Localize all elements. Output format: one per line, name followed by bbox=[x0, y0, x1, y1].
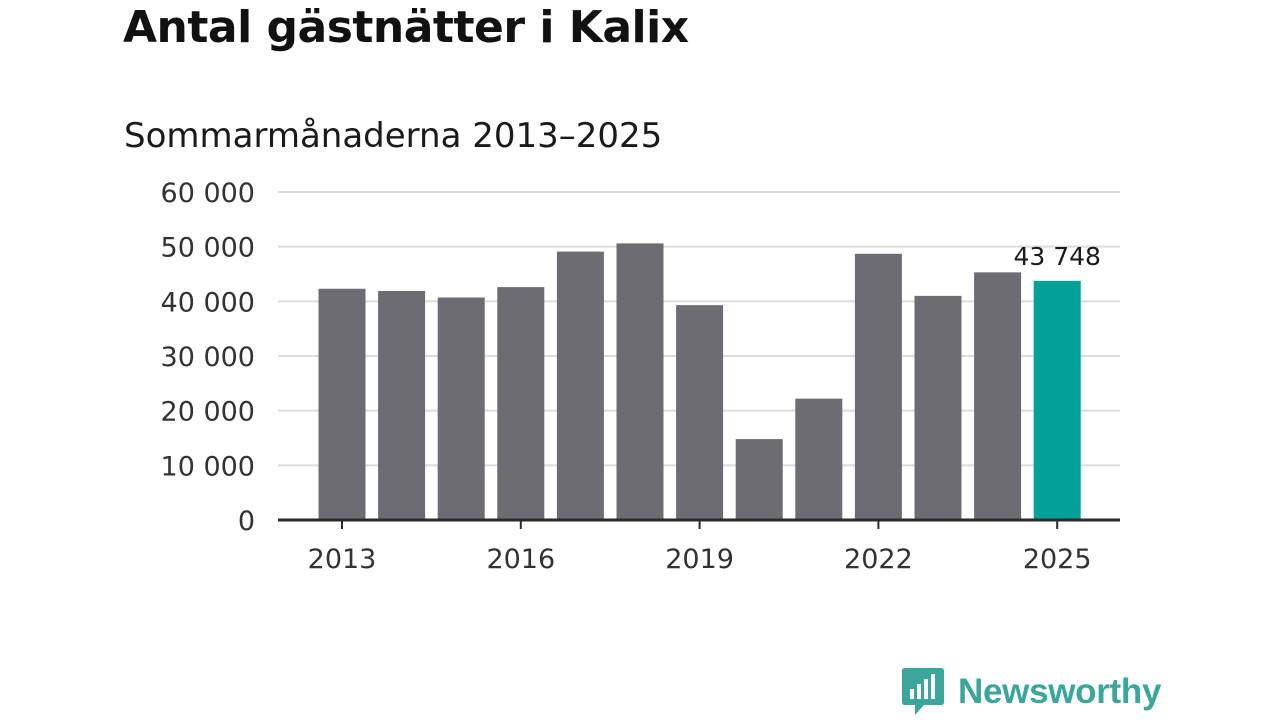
bar-2022 bbox=[854, 253, 902, 521]
bar-2023 bbox=[914, 295, 962, 520]
y-tick-label: 50 000 bbox=[161, 233, 255, 264]
bar-2020 bbox=[735, 439, 783, 520]
newsworthy-logo-icon bbox=[902, 668, 944, 715]
bar-2021 bbox=[795, 398, 843, 520]
y-tick-label: 20 000 bbox=[161, 397, 255, 428]
bar-2013 bbox=[318, 288, 366, 520]
x-tick-label: 2016 bbox=[486, 544, 555, 575]
bar-2025 bbox=[1033, 280, 1081, 520]
y-tick-label: 40 000 bbox=[161, 287, 255, 318]
y-tick-label: 60 000 bbox=[161, 178, 255, 209]
chart-title: Antal gästnätter i Kalix bbox=[123, 2, 689, 53]
data-label-2025: 43 748 bbox=[1013, 242, 1100, 271]
bar-2014 bbox=[378, 290, 426, 520]
x-tick-label: 2022 bbox=[844, 544, 913, 575]
newsworthy-logo: Newsworthy bbox=[902, 667, 1161, 717]
bar-2016 bbox=[497, 287, 545, 520]
chart-subtitle: Sommarmånaderna 2013–2025 bbox=[124, 116, 663, 156]
logo-text: Newsworthy bbox=[958, 672, 1162, 711]
bar-2015 bbox=[437, 297, 485, 520]
x-tick-label: 2019 bbox=[665, 544, 734, 575]
bar-2024 bbox=[974, 272, 1022, 520]
bar-2017 bbox=[556, 251, 604, 520]
y-tick-label: 0 bbox=[238, 506, 255, 537]
x-tick-label: 2013 bbox=[308, 544, 377, 575]
y-tick-label: 10 000 bbox=[161, 451, 255, 482]
bar-2019 bbox=[676, 305, 724, 520]
y-tick-label: 30 000 bbox=[161, 342, 255, 373]
x-tick-label: 2025 bbox=[1023, 544, 1092, 575]
bar-2018 bbox=[616, 243, 664, 521]
